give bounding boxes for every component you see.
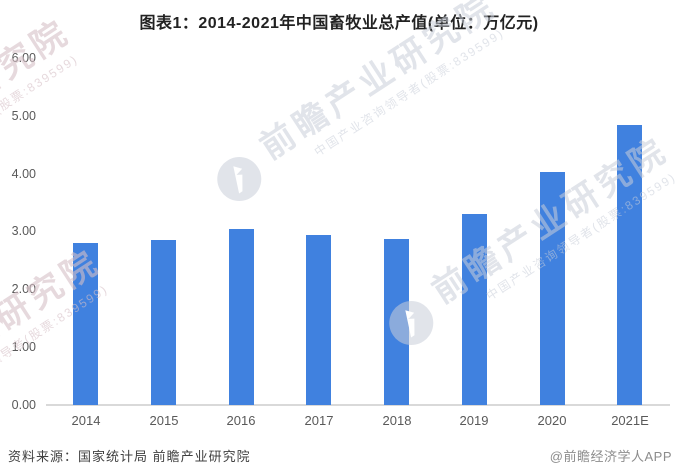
y-tick-label: 2.00 xyxy=(11,282,36,296)
x-tick-label: 2020 xyxy=(537,413,567,428)
bar-2018 xyxy=(384,239,409,405)
x-tick-label: 2017 xyxy=(304,413,334,428)
y-tick-label: 1.00 xyxy=(11,339,36,354)
bar-2019 xyxy=(462,214,487,405)
watermark-small-text: 中国产业咨询领导者(股票:839599) xyxy=(311,26,507,160)
x-tick-label: 2019 xyxy=(459,413,489,428)
y-tick-label: 4.00 xyxy=(11,166,36,181)
bar-2016 xyxy=(229,229,254,405)
y-tick-label: 5.00 xyxy=(11,108,36,123)
x-tick-label: 2014 xyxy=(71,413,101,428)
bar-2020 xyxy=(540,172,565,405)
source-note: 资料来源：国家统计局 前瞻产业研究院 xyxy=(8,449,251,464)
y-tick-label: 3.00 xyxy=(11,224,36,239)
bar-2017 xyxy=(306,235,331,405)
bar-2015 xyxy=(151,240,176,405)
bar-2021E xyxy=(617,125,642,405)
watermark: 前瞻产业研究院 中国产业咨询领导者(股票:839599) xyxy=(0,242,118,471)
x-tick-label: 2021E xyxy=(611,413,649,428)
y-tick-label: 0.00 xyxy=(11,397,36,412)
watermark: 前瞻产业研究院 中国产业咨询领导者(股票:839599) xyxy=(0,12,88,241)
x-tick-label: 2016 xyxy=(226,413,256,428)
x-tick-label: 2015 xyxy=(149,413,179,428)
qianzhan-logo-icon xyxy=(217,157,262,202)
x-axis-line xyxy=(46,404,670,406)
y-tick-label: 6.00 xyxy=(11,51,36,65)
x-tick-label: 2018 xyxy=(382,413,412,428)
bar-2014 xyxy=(73,243,98,405)
credit-note: @前瞻经济学人APP xyxy=(549,449,672,464)
chart-title: 图表1：2014-2021年中国畜牧业总产值(单位：万亿元) xyxy=(139,15,539,32)
watermark-small-text: 中国产业咨询领导者(股票:839599) xyxy=(0,52,81,186)
